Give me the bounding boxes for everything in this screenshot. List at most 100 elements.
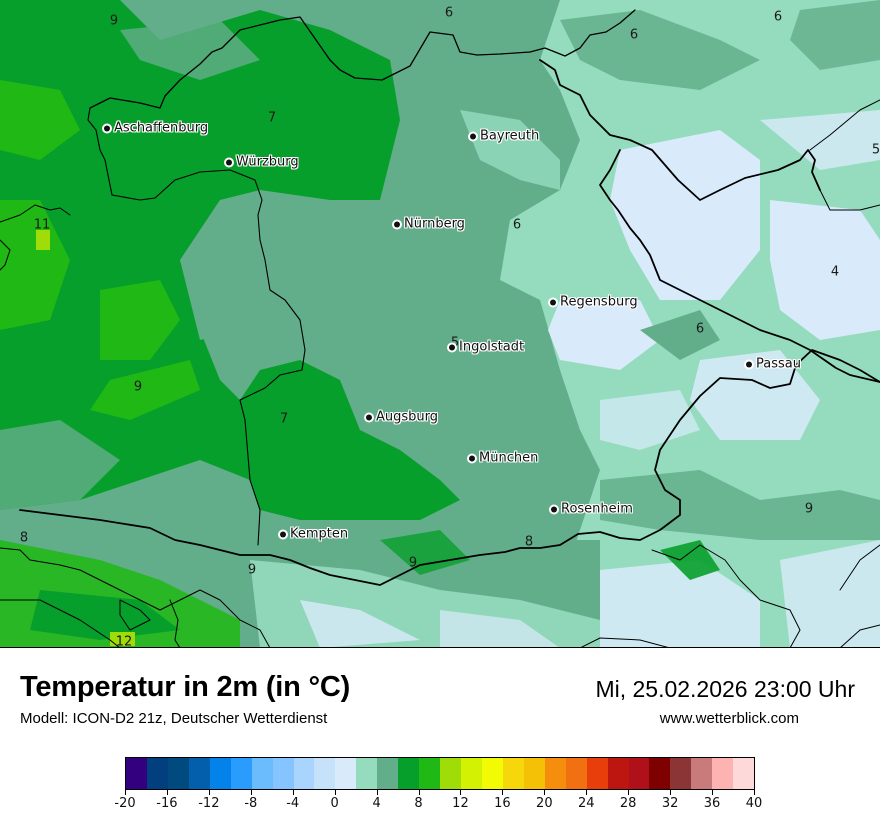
tick-mark xyxy=(586,790,588,795)
tick-mark xyxy=(166,790,168,795)
tick-label: 36 xyxy=(703,796,721,811)
temperature-value-label: 5 xyxy=(871,142,880,158)
chart-title: Temperatur in 2m (in °C) xyxy=(20,671,351,703)
color-scale-segment xyxy=(335,758,357,789)
temperature-value-label: 7 xyxy=(267,110,277,126)
city-marker-aschaffenburg[interactable]: Aschaffenburg xyxy=(104,121,208,136)
tick-label: -20 xyxy=(114,796,136,811)
temperature-value-label: 9 xyxy=(408,555,418,571)
tick-mark xyxy=(754,790,755,795)
map-canvas xyxy=(0,0,880,647)
color-scale-segment xyxy=(481,758,503,789)
temperature-value-label: 9 xyxy=(109,13,119,29)
color-scale-segment xyxy=(544,758,566,789)
city-name: Passau xyxy=(756,356,801,372)
tick-mark xyxy=(460,790,462,795)
tick-label: -16 xyxy=(156,796,178,811)
tick-mark xyxy=(670,790,672,795)
color-scale-segment xyxy=(272,758,294,789)
tick-label: 28 xyxy=(619,796,637,811)
city-marker-rosenheim[interactable]: Rosenheim xyxy=(551,502,633,517)
color-scale-segment xyxy=(440,758,461,789)
city-dot-icon xyxy=(449,344,455,350)
city-name: Regensburg xyxy=(560,294,638,310)
color-scale-ticks: -20 -16 -12 -8 -4 0 4 8 12 16 20 24 28 32 36 40 xyxy=(114,790,762,820)
color-scale-segment xyxy=(565,758,587,789)
city-marker-nrnberg[interactable]: Nürnberg xyxy=(394,217,465,232)
temperature-value-label: 5 xyxy=(450,335,460,351)
color-scale-segment xyxy=(691,758,713,789)
city-name: München xyxy=(479,450,539,466)
city-marker-passau[interactable]: Passau xyxy=(746,357,801,372)
color-scale-segment xyxy=(461,758,482,789)
color-scale-segment xyxy=(733,758,755,789)
city-name: Nürnberg xyxy=(404,216,465,232)
tick-mark xyxy=(502,790,504,795)
city-marker-regensburg[interactable]: Regensburg xyxy=(550,295,638,310)
city-dot-icon xyxy=(550,299,556,305)
city-dot-icon xyxy=(104,125,110,131)
city-marker-kempten[interactable]: Kempten xyxy=(280,527,348,542)
color-scale-segment xyxy=(523,758,545,789)
color-scale-segment xyxy=(251,758,273,789)
temperature-value-label: 9 xyxy=(133,379,143,395)
tick-mark xyxy=(292,790,294,795)
tick-mark xyxy=(208,790,210,795)
city-marker-ingolstadt[interactable]: Ingolstadt xyxy=(449,340,524,355)
tick-label: 16 xyxy=(494,796,511,811)
tick-label: 8 xyxy=(414,796,423,811)
temperature-value-label: 6 xyxy=(629,27,639,43)
temperature-map[interactable]: 9 6 6 6 7 5 11 6 4 6 5 9 7 9 8 8 9 9 12 Aschaffenburg Würzb… xyxy=(0,0,880,648)
city-dot-icon xyxy=(551,506,557,512)
temperature-value-label: 12 xyxy=(115,634,133,648)
city-marker-mnchen[interactable]: München xyxy=(469,451,538,466)
color-scale-segment xyxy=(167,758,189,789)
temperature-value-label: 9 xyxy=(247,562,257,578)
tick-mark xyxy=(125,790,126,795)
color-scale-segment xyxy=(628,758,650,789)
tick-label: 0 xyxy=(330,796,339,811)
city-name: Bayreuth xyxy=(480,128,540,144)
color-scale-segment xyxy=(670,758,692,789)
model-info: Modell: ICON-D2 21z, Deutscher Wetterdie… xyxy=(20,710,328,727)
city-name: Aschaffenburg xyxy=(114,120,209,136)
city-marker-bayreuth[interactable]: Bayreuth xyxy=(470,129,539,144)
color-scale-segment xyxy=(398,758,420,789)
city-dot-icon xyxy=(366,414,372,420)
city-dot-icon xyxy=(226,159,232,165)
color-scale-segment xyxy=(314,758,336,789)
tick-mark xyxy=(376,790,378,795)
color-scale-segment xyxy=(377,758,399,789)
tick-label: 32 xyxy=(661,796,679,811)
temperature-value-label: 6 xyxy=(695,321,705,337)
color-scale-segment xyxy=(586,758,608,789)
color-scale-segment xyxy=(419,758,441,789)
tick-mark xyxy=(712,790,714,795)
tick-mark xyxy=(418,790,420,795)
city-name: Augsburg xyxy=(376,409,439,425)
color-scale-segment xyxy=(502,758,524,789)
color-scale-legend xyxy=(125,757,755,790)
color-scale-segment xyxy=(126,758,147,789)
tick-label: -8 xyxy=(244,796,258,811)
color-scale-segment xyxy=(188,758,210,789)
city-name: Würzburg xyxy=(236,154,299,170)
color-scale-segment xyxy=(293,758,315,789)
city-dot-icon xyxy=(746,361,752,367)
temperature-value-label: 11 xyxy=(33,217,51,233)
temperature-value-label: 6 xyxy=(773,9,783,25)
temperature-value-label: 4 xyxy=(830,264,840,280)
website-link[interactable]: www.wetterblick.com xyxy=(659,710,799,727)
temperature-value-label: 7 xyxy=(279,411,289,427)
tick-label: 20 xyxy=(536,796,553,811)
tick-label: 4 xyxy=(372,796,381,811)
city-marker-wrzburg[interactable]: Würzburg xyxy=(226,155,299,170)
city-marker-augsburg[interactable]: Augsburg xyxy=(366,410,438,425)
temperature-value-label: 8 xyxy=(19,530,29,546)
tick-label: -12 xyxy=(198,796,220,811)
forecast-datetime: Mi, 25.02.2026 23:00 Uhr xyxy=(595,676,855,702)
city-dot-icon xyxy=(394,221,400,227)
tick-label: -4 xyxy=(286,796,300,811)
city-dot-icon xyxy=(280,531,286,537)
tick-mark xyxy=(628,790,630,795)
